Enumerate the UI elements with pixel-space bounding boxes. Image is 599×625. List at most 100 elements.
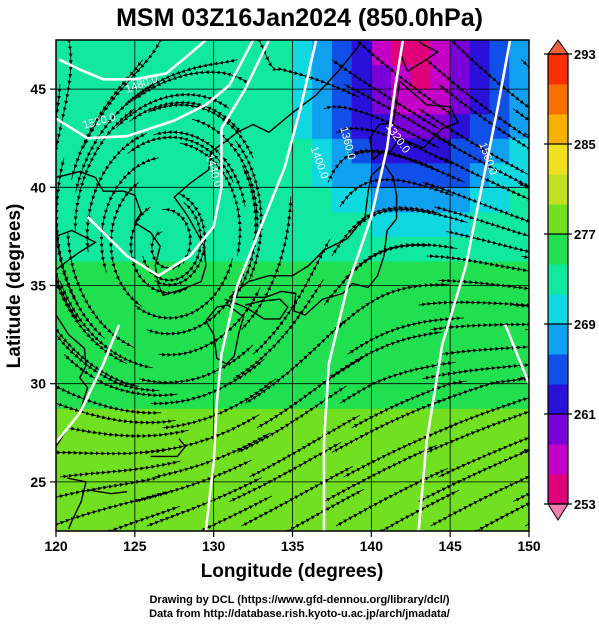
- field-cell: [56, 432, 77, 458]
- field-cell: [134, 506, 156, 531]
- field-cell: [469, 359, 491, 385]
- colorbar-segment: [548, 324, 568, 355]
- field-cell: [193, 408, 215, 434]
- field-cell: [469, 506, 491, 531]
- field-cell: [213, 506, 234, 531]
- field-cell: [312, 211, 333, 237]
- field-cell: [410, 211, 432, 237]
- x-tick-label: 140: [360, 538, 384, 554]
- field-cell: [253, 506, 274, 531]
- field-cell: [331, 162, 353, 188]
- field-cell: [213, 236, 234, 262]
- field-cell: [469, 113, 491, 139]
- field-cell: [410, 334, 432, 360]
- field-cell: [56, 383, 77, 409]
- field-cell: [391, 408, 412, 434]
- contour-line: [56, 40, 255, 140]
- field-cell: [292, 334, 313, 360]
- field-cell: [115, 162, 136, 188]
- field-cell: [154, 457, 175, 483]
- contour-line: [504, 324, 529, 385]
- field-cell: [391, 260, 412, 287]
- field-cell: [509, 310, 529, 336]
- field-cell: [509, 40, 529, 66]
- field-cell: [193, 432, 215, 458]
- field-cell: [292, 359, 313, 385]
- field-cell: [292, 432, 313, 458]
- field-cell: [469, 310, 491, 336]
- field-cell: [509, 285, 529, 311]
- x-tick-label: 130: [202, 538, 226, 554]
- streamline: [241, 196, 293, 330]
- field-cell: [331, 40, 353, 66]
- field-cell: [371, 506, 392, 531]
- field-cell: [154, 187, 175, 213]
- y-axis-label: Latitude (degrees): [4, 204, 25, 369]
- colorbar-ticks: 293 285 277 269 261 253: [544, 47, 596, 512]
- field-cell: [56, 138, 77, 164]
- field-cell: [292, 211, 313, 237]
- field-cell: [509, 162, 529, 188]
- field-cell: [312, 187, 333, 213]
- field-cell: [391, 506, 412, 531]
- field-cell: [331, 236, 353, 262]
- field-cell: [253, 285, 274, 311]
- field-cell: [154, 310, 175, 336]
- field-cell: [450, 40, 471, 66]
- field-cell: [56, 40, 77, 66]
- field-cell: [174, 481, 195, 508]
- field-cell: [391, 187, 412, 213]
- field-cell: [233, 211, 254, 237]
- x-axis-label: Longitude (degrees): [201, 561, 384, 582]
- field-cell: [292, 162, 313, 188]
- field-cell: [75, 481, 97, 508]
- colorbar-segment: [548, 444, 568, 475]
- field-cell: [331, 383, 353, 409]
- y-tick-label: 30: [30, 376, 46, 392]
- colorbar-segment: [548, 294, 568, 325]
- contour-line: [58, 40, 207, 81]
- field-cell: [115, 285, 136, 311]
- field-cell: [115, 260, 136, 287]
- field-cell: [75, 40, 97, 66]
- field-cell: [134, 383, 156, 409]
- streamline: [447, 40, 529, 115]
- field-cell: [272, 432, 294, 458]
- field-cell: [95, 457, 116, 483]
- field-cell: [174, 162, 195, 188]
- field-cell: [75, 506, 97, 531]
- field-cell: [272, 285, 294, 311]
- credit-drawing: Drawing by DCL (https://www.gfd-dennou.o…: [149, 594, 450, 606]
- field-cell: [489, 187, 510, 213]
- streamline: [533, 84, 542, 92]
- colorbar: 293 285 277 269 261 253: [544, 39, 596, 521]
- field-cell: [134, 285, 156, 311]
- field-cell: [489, 432, 510, 458]
- field-cell: [174, 236, 195, 262]
- streamline: [257, 40, 360, 98]
- field-cell: [272, 89, 294, 115]
- field-cell: [391, 310, 412, 336]
- credit-data: Data from http://database.rish.kyoto-u.a…: [149, 608, 450, 620]
- field-cell: [430, 432, 451, 458]
- field-cell: [253, 138, 274, 164]
- field-cell: [154, 334, 175, 360]
- streamline: [134, 258, 233, 321]
- field-cell: [450, 408, 471, 434]
- streamline: [533, 472, 543, 477]
- colorbar-label: 269: [574, 317, 596, 332]
- field-cell: [489, 285, 510, 311]
- streamline: [521, 254, 529, 262]
- x-tick-label: 135: [281, 538, 305, 554]
- field-cell: [134, 334, 156, 360]
- streamline: [426, 254, 529, 275]
- field-cell: [391, 432, 412, 458]
- field-cell: [351, 506, 372, 531]
- field-cell: [272, 506, 294, 531]
- field-cell: [450, 432, 471, 458]
- field-cell: [233, 359, 254, 385]
- field-cell: [489, 481, 510, 508]
- field-cell: [154, 89, 175, 115]
- geopotential-contours: [56, 40, 529, 531]
